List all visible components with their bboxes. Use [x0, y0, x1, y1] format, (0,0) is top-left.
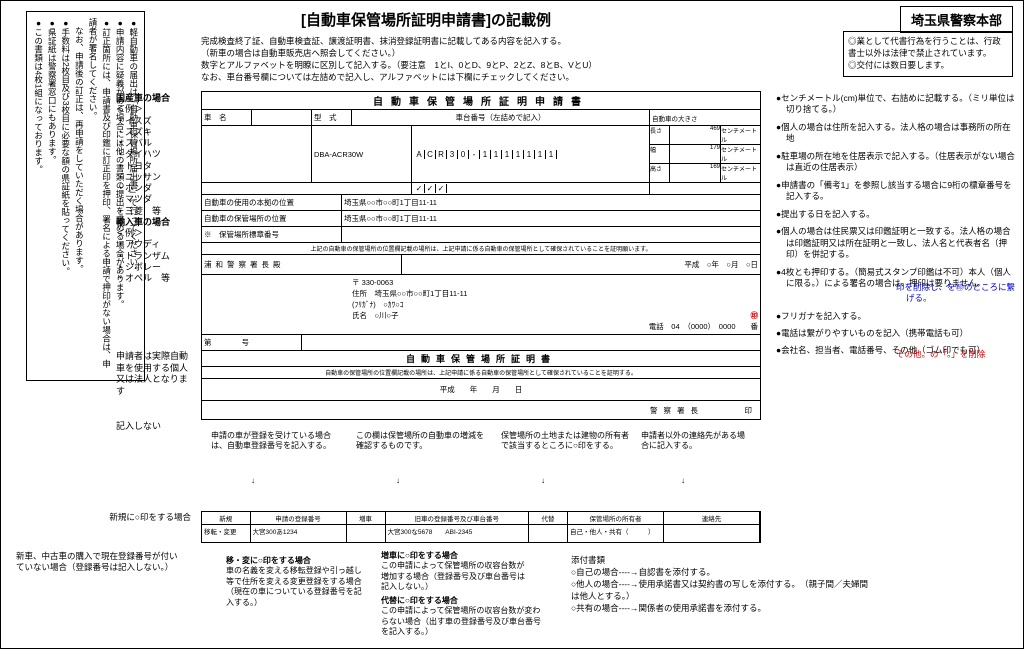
red-note: その他。の「。」を削除 — [896, 349, 1016, 360]
red-note: 印を削除し、を㊞のところに繋げる。 — [896, 282, 1016, 305]
left-note: ●この書類は4枚1組になっております。 — [31, 18, 45, 374]
police-chief: 警察署長 印 — [202, 401, 760, 419]
use-base-label: 自動車の使用の本拠の位置 — [202, 195, 342, 210]
car-item: ・トヨタ — [116, 161, 170, 172]
right-note: ●提出する日を記入する。 — [776, 209, 1016, 220]
car-item: ・アウディ — [116, 239, 170, 250]
postal: 〒 330-0063 — [352, 277, 758, 288]
car-item: ・ニッサン — [116, 172, 170, 183]
info-line2: ◎交付には数日要します。 — [848, 60, 1008, 72]
left-note: ●訂正箇所には、申請書及び印鑑に訂正印を押印、署名による申請で押印がない場合は、… — [85, 18, 112, 374]
car-item: ・三菱 等 — [116, 206, 170, 217]
info-line1: ◎業として代書行為を行うことは、行政書士以外は法律で禁止されています。 — [848, 36, 1008, 60]
replace-explain: 代替に○印をする場合この申請によって保管場所の収容台数が変わらない場合（出す車の… — [381, 596, 541, 638]
car-item: ・ホンダ — [116, 183, 170, 194]
headquarters: 埼玉県警察本部 — [900, 6, 1013, 33]
car-item: ・スズキ — [116, 127, 170, 138]
left-note: ●県証紙は警察署窓口にもあります。 — [45, 18, 59, 374]
bottom-col: 保管場所の土地または建物の所有者で該当するところに○印をする。 — [501, 431, 631, 452]
info-box: ◎業として代書行為を行うことは、行政書士以外は法律で禁止されています。 ◎交付に… — [843, 31, 1013, 77]
attach-title: 添付書類 — [571, 555, 871, 567]
bottom-col: この欄は保管場所の自動車の増減を確認するものです。 — [356, 431, 486, 452]
storage-label: 自動車の保管場所の位置 — [202, 211, 342, 226]
left-note: なお、申請後の訂正は、再申請をしていただく場合があります。 — [72, 18, 86, 374]
label-chassis: 車台番号（左詰めで記入） — [352, 110, 650, 125]
label-type: 型 式 — [312, 110, 352, 125]
car-item: ・スバル — [116, 138, 170, 149]
example-label: ＜例＞ — [116, 228, 170, 239]
form-header: 自動車保管場所証明申請書 — [202, 92, 760, 110]
furigana: (ﾌﾘｶﾞﾅ) ○ｶﾜ○ｺ — [352, 299, 758, 310]
attach-item: ○他人の場合----→使用承諾書又は契約書の写しを添付する。 （親子間／夫婦間は… — [571, 579, 871, 603]
car-item: ・ダイハツ — [116, 149, 170, 160]
import-title: 輸入車の場合 — [116, 217, 170, 227]
label-dims: 自動車の大きさ — [650, 110, 760, 125]
label-car-name: 車 名 — [202, 110, 252, 125]
example-label: ＜例＞ — [116, 104, 170, 115]
domestic-title: 国産車の場合 — [116, 93, 170, 103]
number-label: 第 号 — [202, 335, 302, 350]
confirm-text2: 自動車の保管場所の位置欄記載の場所は、上記申請に係る自動車の保管場所として確保さ… — [202, 367, 760, 379]
add-explain: 増車に○印をする場合この申請によって保管場所の収容台数が増加する場合（登録番号及… — [381, 551, 531, 593]
confirm-text: 上記の自動車の保管場所の位置欄記載の場所は、上記申請に係る自動車の保管場所として… — [202, 243, 760, 255]
instr-line: 完成検査終了証、自動車検査証、譲渡証明書、抹消登録証明書に記載してある内容を記入… — [201, 36, 761, 48]
instr-line: 数字とアルファベットを明瞭に区別して記入する。（要注意 1とI、0とD、9とP、… — [201, 60, 761, 72]
page-title: [自動車保管場所証明申請書]の記載例 — [301, 9, 551, 30]
right-note: ●フリガナを記入する。 — [776, 311, 1016, 322]
attach-item: ○共有の場合----→関係者の使用承諾書を添付する。 — [571, 603, 871, 615]
application-form: 自動車保管場所証明申請書 車 名 型 式 車台番号（左詰めで記入） 自動車の大き… — [201, 91, 761, 420]
attach-item: ○自己の場合----→自認書を添付する。 — [571, 567, 871, 579]
car-item: ・シボレー — [116, 262, 170, 273]
right-note: ●申請書の「備考1」を参照し該当する場合に9桁の標章番号を記入する。 — [776, 180, 1016, 203]
type-value: DBA-ACR30W — [312, 126, 412, 182]
instr-line: なお、車台番号欄については左詰めで記入し、アルファベットには下欄にチェックしてく… — [201, 72, 761, 84]
car-examples: 国産車の場合 ＜例＞ ・イスズ ・スズキ ・スバル ・ダイハツ ・トヨタ ・ニッ… — [116, 93, 170, 284]
right-notes: ●センチメートル(cm)単位で、右詰めに記載する。（ミリ単位は切り捨てる。） ●… — [776, 93, 1016, 366]
right-note: ●駐車場の所在地を住居表示で記入する。（住居表示がない場合は直近の住居表示） — [776, 151, 1016, 174]
use-base-value: 埼玉県○○市○○町1丁目11-11 — [342, 195, 760, 210]
car-item: ・オペル 等 — [116, 273, 170, 284]
bottom-col: 申請の車が登録を受けている場合は、自動車登録番号を記入する。 — [211, 431, 341, 452]
seal-mark: ㊞ — [751, 310, 759, 321]
date: 平成 ○年 ○月 ○日 — [402, 255, 760, 274]
date2: 平成 年 月 日 — [202, 379, 760, 400]
move-explain: 移・変に○印をする場合車の名義を変える移転登録や引っ越し等で住所を変える変更登録… — [226, 556, 366, 608]
storage-value: 埼玉県○○市○○町1丁目11-11 — [342, 211, 760, 226]
car-item: ・マツダ — [116, 194, 170, 205]
cell-car-name — [252, 110, 312, 125]
car-item: ・イスズ — [116, 116, 170, 127]
new-car-note: 新車、中古車の購入で現在登録番号が付いていない場合（登録番号は記入しない。） — [16, 551, 181, 573]
right-note: ●個人の場合は住所を記入する。法人格の場合は事務所の所在地 — [776, 122, 1016, 145]
instr-line: （新車の場合は自動車販売店へ照会してください。） — [201, 48, 761, 60]
car-item: ・トランザム — [116, 251, 170, 262]
right-note: ●個人の場合は住民票又は印鑑証明と一致する。法人格の場合は印鑑証明又は所在証明と… — [776, 226, 1016, 260]
no-entry-label: 記入しない — [116, 419, 161, 432]
bottom-col: 申請者以外の連絡先がある場合に記入する。 — [641, 431, 751, 452]
applicant-note: 申請者は実際自動車を使用する個人又は法人となります — [116, 351, 191, 398]
bottom-table: 新規移転・変更 申請の登録番号大宮300あ1234 増車 旧車の登録番号及び車台… — [201, 511, 761, 543]
left-note: ●手数料は2枚目及び3枚目に必要な額の県証紙を貼ってください。 — [58, 18, 72, 374]
police-dest: 浦和警察署長殿 — [202, 255, 402, 274]
attach-docs: 添付書類 ○自己の場合----→自認書を添付する。 ○他人の場合----→使用承… — [571, 555, 871, 614]
plate-label: ※ 保管場所標章番号 — [202, 227, 342, 242]
right-note: ●センチメートル(cm)単位で、右詰めに記載する。（ミリ単位は切り捨てる。） — [776, 93, 1016, 116]
form-header2: 自動車保管場所証明書 — [202, 351, 760, 367]
instructions: 完成検査終了証、自動車検査証、譲渡証明書、抹消登録証明書に記載してある内容を記入… — [201, 36, 761, 84]
chassis-grid: ACR30-1111111 — [412, 126, 650, 182]
right-note: ●電話は繋がりやすいものを記入（携帯電話も可） — [776, 328, 1016, 339]
new-reg-label: 新規に○印をする場合 — [101, 511, 191, 523]
